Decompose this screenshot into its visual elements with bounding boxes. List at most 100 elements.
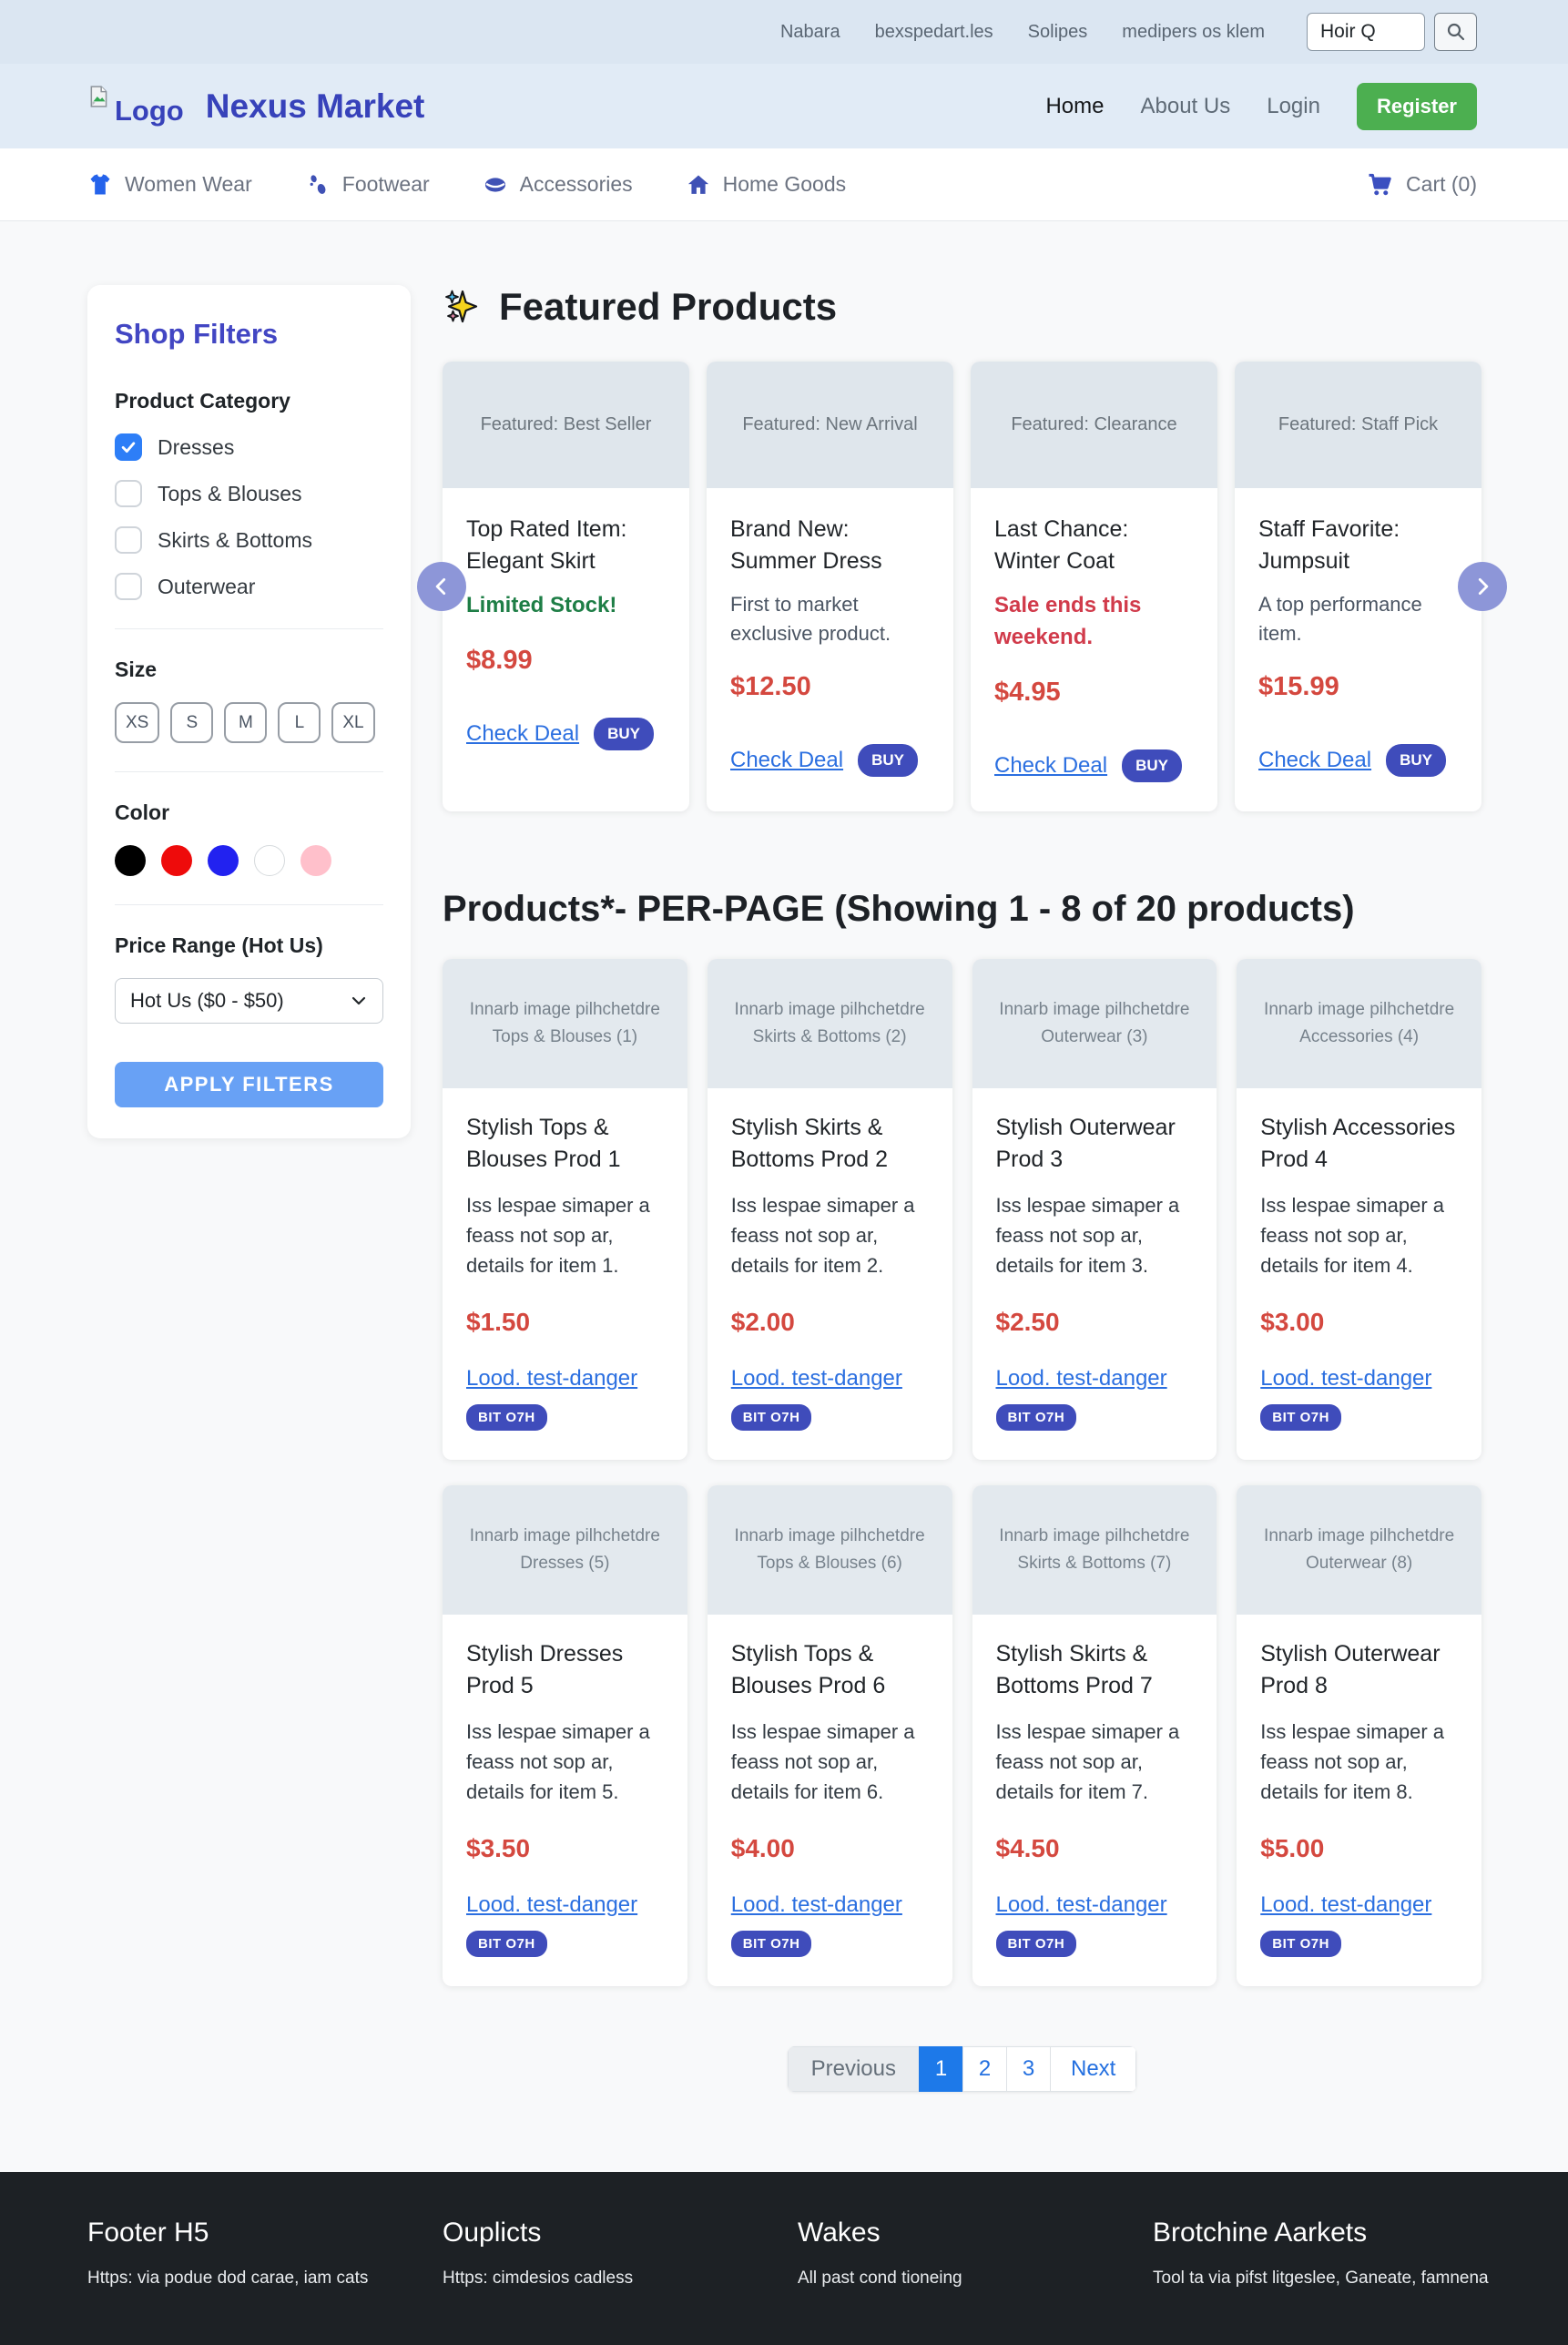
category-nav: Women Wear Footwear Accessories Home Goo… [0,148,1568,221]
check-deal-link[interactable]: Check Deal [1258,747,1372,772]
featured-card-image: Featured: Best Seller [443,362,689,488]
price-range-select[interactable]: Hot Us ($0 - $50) [115,978,383,1024]
product-link[interactable]: Lood. test-danger [995,1891,1167,1917]
size-button-xl[interactable]: XL [331,702,375,743]
featured-cards: Featured: Best Seller Top Rated Item: El… [443,362,1481,811]
register-button[interactable]: Register [1356,82,1477,130]
carousel-prev-button[interactable] [417,561,466,611]
product-link[interactable]: Lood. test-danger [466,1891,638,1917]
product-card: Innarb image pilhchetdre Dresses (5) Sty… [443,1484,687,1986]
broken-image-icon [87,85,111,113]
product-price: $1.50 [466,1307,531,1336]
category-option-outerwear[interactable]: Outerwear [115,573,383,600]
check-deal-link[interactable]: Check Deal [466,720,580,746]
carousel-next-button[interactable] [1458,561,1507,611]
color-swatch-black[interactable] [115,845,146,876]
color-swatch-pink[interactable] [300,845,331,876]
buy-button[interactable]: BUY [1122,749,1182,782]
product-link[interactable]: Lood. test-danger [466,1365,638,1391]
divider [115,771,383,772]
featured-carousel: Featured: Best Seller Top Rated Item: El… [417,362,1507,811]
nav-about-us[interactable]: About Us [1140,93,1231,118]
brand: Logo Nexus Market [87,85,424,127]
main-content: Featured Products Featured: Best Seller … [417,285,1507,2092]
product-price: $5.00 [1260,1833,1325,1862]
color-swatch-red[interactable] [161,845,192,876]
product-link[interactable]: Lood. test-danger [730,1891,902,1917]
catnav-accessories[interactable]: Accessories [483,172,633,198]
color-swatch-blue[interactable] [208,845,239,876]
size-button-m[interactable]: M [224,702,268,743]
size-button-xs[interactable]: XS [115,702,160,743]
color-label: Color [115,800,170,824]
product-image-placeholder: Innarb image pilhchetdre Dresses (5) [443,1484,687,1615]
search-button[interactable] [1434,13,1477,51]
check-icon [121,442,136,453]
checkbox-skirts-bottoms[interactable] [115,526,142,554]
product-card: Innarb image pilhchetdre Accessories (4)… [1237,958,1481,1460]
search-input[interactable] [1307,13,1425,51]
featured-card-note: Limited Stock! [466,593,617,617]
buy-button[interactable]: BUY [858,743,918,777]
product-link[interactable]: Lood. test-danger [1260,1891,1432,1917]
topbar-link-medipers[interactable]: medipers os klem [1122,21,1265,42]
size-button-s[interactable]: S [170,702,214,743]
footer-column: Wakes All past cond tioneing [798,2218,1153,2289]
pagination-next[interactable]: Next [1050,2045,1137,2092]
catnav-women-wear[interactable]: Women Wear [87,172,252,198]
home-icon [687,175,708,194]
product-link[interactable]: Lood. test-danger [1260,1365,1432,1391]
nav-login[interactable]: Login [1267,93,1320,118]
color-swatch-white[interactable] [254,845,285,876]
checkbox-outerwear[interactable] [115,573,142,600]
buy-button[interactable]: BUY [1386,743,1446,777]
pagination-page-1[interactable]: 1 [919,2045,962,2092]
product-image-placeholder: Innarb image pilhchetdre Skirts & Bottom… [707,958,952,1088]
footer-column-title: Ouplicts [443,2217,542,2248]
topbar-link-solipes[interactable]: Solipes [1027,21,1088,42]
product-badge: BIT O7H [730,1403,812,1431]
nav-home[interactable]: Home [1045,93,1105,118]
category-option-dresses[interactable]: Dresses [115,433,383,461]
product-card: Innarb image pilhchetdre Skirts & Bottom… [707,958,952,1460]
product-link[interactable]: Lood. test-danger [730,1365,902,1391]
checkbox-dresses[interactable] [115,433,142,461]
pagination: Previous 1 2 3 Next [443,2045,1481,2092]
catnav-footwear[interactable]: Footwear [305,172,430,198]
category-option-tops-blouses[interactable]: Tops & Blouses [115,480,383,507]
header-nav: Home About Us Login Register [1045,82,1477,130]
product-image-placeholder: Innarb image pilhchetdre Outerwear (3) [972,958,1217,1088]
topbar-link-nabara[interactable]: Nabara [779,21,840,42]
footer: Footer H5 Https: via podue dod carae, ia… [0,2171,1568,2345]
category-option-skirts-bottoms[interactable]: Skirts & Bottoms [115,526,383,554]
pagination-page-2[interactable]: 2 [962,2045,1006,2092]
featured-card: Featured: Best Seller Top Rated Item: El… [443,362,689,811]
buy-button[interactable]: BUY [594,717,654,750]
check-deal-link[interactable]: Check Deal [730,747,844,772]
topbar-link-bexspedart[interactable]: bexspedart.les [874,21,993,42]
product-description: Iss lespae simaper a feass not sop ar, d… [466,1193,650,1277]
sidebar-title: Shop Filters [115,318,279,350]
chevron-right-icon [1478,577,1489,595]
featured-card-title: Brand New: Summer Dress [730,516,882,574]
product-title: Stylish Skirts & Bottoms Prod 7 [995,1640,1153,1698]
apply-filters-button[interactable]: APPLY FILTERS [115,1062,383,1107]
catnav-home-goods[interactable]: Home Goods [686,172,846,198]
product-price: $2.00 [730,1307,795,1336]
product-badge: BIT O7H [995,1930,1077,1957]
product-description: Iss lespae simaper a feass not sop ar, d… [1260,1719,1445,1803]
featured-card: Featured: Clearance Last Chance: Winter … [971,362,1217,811]
check-deal-link[interactable]: Check Deal [994,752,1108,778]
pagination-previous[interactable]: Previous [787,2045,919,2092]
cart-button[interactable]: Cart (0) [1367,171,1477,199]
checkbox-tops-blouses[interactable] [115,480,142,507]
size-options: XS S M L XL [115,702,383,743]
size-label: Size [115,658,158,681]
search-icon [1447,23,1464,41]
featured-card-price: $12.50 [730,671,811,701]
pagination-page-3[interactable]: 3 [1006,2045,1050,2092]
product-link[interactable]: Lood. test-danger [995,1365,1167,1391]
product-description: Iss lespae simaper a feass not sop ar, d… [730,1719,915,1803]
product-image-placeholder: Innarb image pilhchetdre Outerwear (8) [1237,1484,1481,1615]
size-button-l[interactable]: L [278,702,321,743]
